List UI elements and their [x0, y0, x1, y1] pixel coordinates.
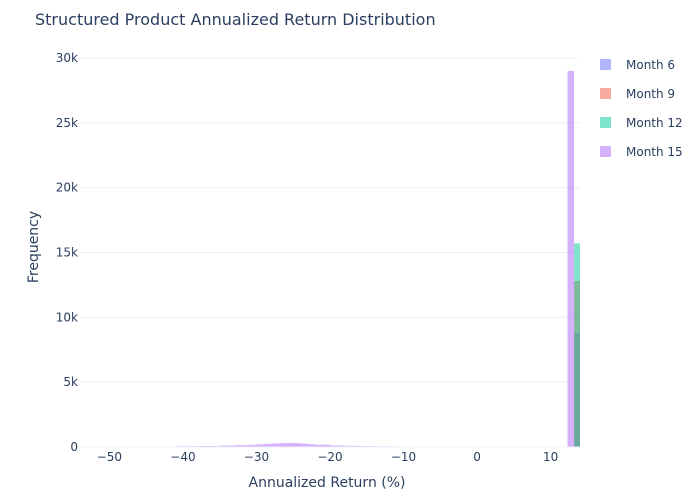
x-tick-label: −40: [170, 450, 195, 464]
legend-item[interactable]: Month 15: [600, 145, 683, 159]
legend-swatch: [600, 117, 611, 128]
y-tick-label: 10k: [56, 310, 78, 324]
histogram-bar: [234, 445, 250, 447]
x-tick-label: −20: [317, 450, 342, 464]
histogram-bar: [197, 445, 220, 447]
histogram-bar: [300, 443, 308, 447]
histogram-bar: [307, 444, 316, 447]
y-tick-label: 5k: [63, 375, 78, 389]
legend[interactable]: Month 6 Month 9 Month 12 Month 15: [600, 58, 683, 159]
series-month-15: [80, 70, 575, 448]
histogram-bar: [219, 445, 235, 447]
y-tick-label: 20k: [56, 181, 78, 195]
y-tick-label: 25k: [56, 116, 78, 130]
legend-item[interactable]: Month 12: [600, 116, 683, 130]
y-tick-label: 30k: [56, 51, 78, 65]
y-tick-labels: 0 5k 10k 15k 20k 25k 30k: [56, 51, 78, 454]
histogram-bar: [330, 445, 345, 447]
histogram-bar: [285, 442, 294, 447]
legend-swatch: [600, 88, 611, 99]
legend-label: Month 15: [626, 145, 683, 159]
histogram-bar: [315, 444, 330, 447]
legend-label: Month 12: [626, 116, 683, 130]
series-month-12: [574, 243, 580, 447]
x-axis-title: Annualized Return (%): [249, 475, 406, 491]
x-tick-label: −50: [97, 450, 122, 464]
y-tick-label: 15k: [56, 246, 78, 260]
legend-label: Month 6: [626, 58, 675, 72]
x-tick-label: 0: [473, 450, 481, 464]
histogram-bar: [271, 443, 279, 447]
histogram-bar: [263, 444, 272, 447]
x-tick-label: −30: [244, 450, 269, 464]
y-tick-label: 0: [70, 440, 78, 454]
legend-item[interactable]: Month 9: [600, 87, 675, 101]
gridlines: [80, 57, 580, 383]
legend-swatch: [600, 146, 611, 157]
histogram-bar: [567, 70, 575, 447]
x-tick-labels: −50 −40 −30 −20 −10 0 10: [97, 450, 558, 464]
histogram-bar: [256, 444, 264, 447]
y-axis-title: Frequency: [26, 211, 42, 283]
x-tick-label: −10: [391, 450, 416, 464]
histogram-bar: [293, 443, 301, 447]
chart-title: Structured Product Annualized Return Dis…: [35, 10, 436, 29]
histogram-bar: [574, 243, 580, 447]
legend-label: Month 9: [626, 87, 675, 101]
legend-item[interactable]: Month 6: [600, 58, 675, 72]
x-tick-label: 10: [543, 450, 558, 464]
histogram-bar: [249, 444, 257, 447]
bars: [80, 70, 580, 448]
histogram-bar: [344, 445, 360, 447]
histogram-bar: [278, 443, 286, 447]
legend-swatch: [600, 59, 611, 70]
